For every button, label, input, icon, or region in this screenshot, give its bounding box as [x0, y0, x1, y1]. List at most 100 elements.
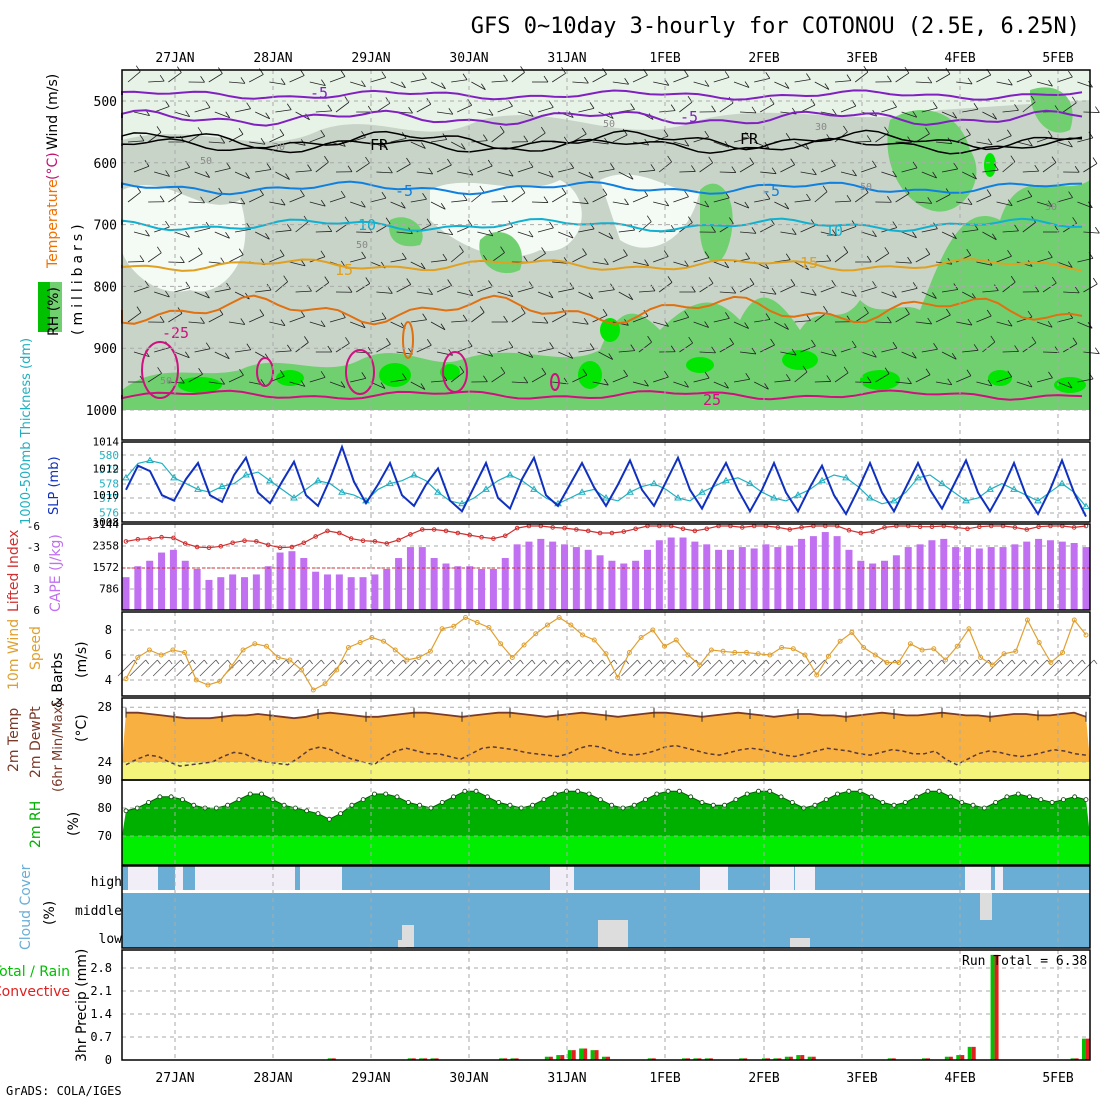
- wind-barb-flag: [386, 338, 391, 345]
- lifted-index-point: [431, 527, 437, 532]
- lifted-index-point: [704, 526, 710, 532]
- wind-barb: [133, 286, 150, 293]
- wind-barb: [208, 314, 224, 323]
- wind-barb: [941, 168, 958, 173]
- cloud-level-label: middle: [75, 904, 122, 919]
- wind-10m-barb: [422, 659, 439, 677]
- wind-barb-flag: [300, 380, 306, 387]
- wind-barb-flag: [581, 127, 587, 135]
- precip-total-bar: [1070, 1058, 1075, 1060]
- below-surface-area: [122, 410, 1090, 440]
- wind-barb: [214, 288, 231, 293]
- slp-tick: 1014: [93, 436, 120, 449]
- wind-10m-barb: [749, 659, 767, 677]
- wind-10m-barb-flag: [836, 659, 840, 665]
- wind-barb: [350, 201, 366, 208]
- rh-2m-point: [473, 788, 479, 794]
- rh-high-region: [988, 370, 1012, 386]
- wind-barb-flag: [643, 310, 649, 317]
- wind-barb: [477, 231, 494, 237]
- wind-barb-flag: [226, 162, 231, 169]
- wind-speed-point: [1060, 650, 1066, 655]
- thickness-point: [506, 470, 514, 478]
- cloud-frame: [121, 865, 1091, 949]
- wind-barb-flag: [765, 313, 771, 320]
- wind-barb-flag: [300, 259, 306, 267]
- wind-barb: [1016, 141, 1033, 147]
- cloud-level-label: high: [91, 875, 122, 890]
- wind-speed-point: [263, 643, 269, 649]
- wind-barb: [976, 74, 991, 83]
- wind-barb: [355, 162, 370, 173]
- wind-frame: [121, 611, 1091, 697]
- wind-barb: [356, 231, 373, 233]
- wind-barb: [800, 225, 816, 233]
- pressure-tick: 600: [94, 157, 117, 172]
- wind-barb: [739, 111, 756, 114]
- wind-barb: [638, 341, 652, 353]
- wind-barb: [133, 111, 150, 116]
- cape-bar: [987, 547, 995, 610]
- thickness-point: [122, 473, 130, 481]
- precip-legend-convective: Convective: [0, 984, 70, 1000]
- precip-convective-bar: [583, 1048, 588, 1060]
- wind-barb: [147, 372, 162, 383]
- precip-convective-bar: [971, 1046, 976, 1060]
- wind-barb-flag: [831, 280, 837, 287]
- temp-contour-25-loop: [256, 357, 274, 387]
- wind-barb-flag: [952, 112, 958, 119]
- wind-barb-flag: [1068, 191, 1073, 198]
- wind-barb: [956, 201, 973, 205]
- wind-barb: [935, 314, 951, 323]
- temperature-axis-label: Temperature: [45, 179, 61, 269]
- wind-barb: [430, 321, 446, 331]
- wind-barb: [430, 139, 447, 143]
- wind-barb: [531, 132, 546, 143]
- wind-speed-point: [849, 630, 855, 635]
- wind-barb: [921, 107, 938, 113]
- precip-convective-bar: [960, 1055, 965, 1060]
- wind-barb-flag: [1007, 250, 1012, 257]
- rh-2m-point: [326, 816, 332, 822]
- slp-tick: 1010: [93, 489, 120, 502]
- rh-2m-point: [677, 788, 682, 794]
- rh-2m-point: [564, 788, 569, 794]
- wind-barb-flag: [704, 130, 710, 138]
- thickness-point: [698, 488, 706, 495]
- temp-contour-5: [121, 180, 1083, 196]
- wind-barb: [537, 291, 554, 299]
- wind-barb-flag: [843, 246, 849, 253]
- wind-barb: [451, 79, 468, 83]
- wind-barb-flag: [265, 233, 270, 240]
- wind-barb-flag: [1048, 79, 1053, 87]
- wind-10m-barb: [574, 659, 591, 677]
- wind-barb: [451, 320, 468, 323]
- lifted-index-point: [313, 534, 318, 539]
- wind-barb: [1002, 230, 1019, 233]
- wind-barb-flag: [1014, 224, 1019, 232]
- wind-barb-flag: [240, 197, 246, 205]
- rh-2m-point: [575, 788, 581, 794]
- precip-convective-bar: [411, 1058, 416, 1060]
- wind-barb: [1057, 197, 1073, 203]
- precip-convective-bar: [1086, 1038, 1090, 1060]
- contour-label: -25: [162, 324, 189, 342]
- wind-barb: [1057, 76, 1073, 83]
- cape-bar: [1035, 538, 1043, 610]
- cape-bar: [430, 558, 438, 610]
- thickness-point: [1082, 502, 1090, 510]
- wind-barb-flag: [884, 367, 890, 374]
- wind-barb: [578, 108, 595, 113]
- rh-2m-point: [123, 808, 129, 814]
- lifted-index-point: [574, 527, 579, 532]
- precip-total-bar: [784, 1056, 789, 1060]
- precip-total-bar: [590, 1050, 595, 1060]
- wind-barb: [430, 259, 447, 263]
- wind-10m-barb-flag: [1023, 659, 1028, 665]
- rh-2m-point: [688, 794, 694, 800]
- wind-barb-flag: [610, 162, 615, 170]
- cape-tick: 1572: [93, 561, 120, 574]
- wind-speed-point: [1013, 648, 1019, 654]
- precip-convective-bar: [686, 1058, 690, 1060]
